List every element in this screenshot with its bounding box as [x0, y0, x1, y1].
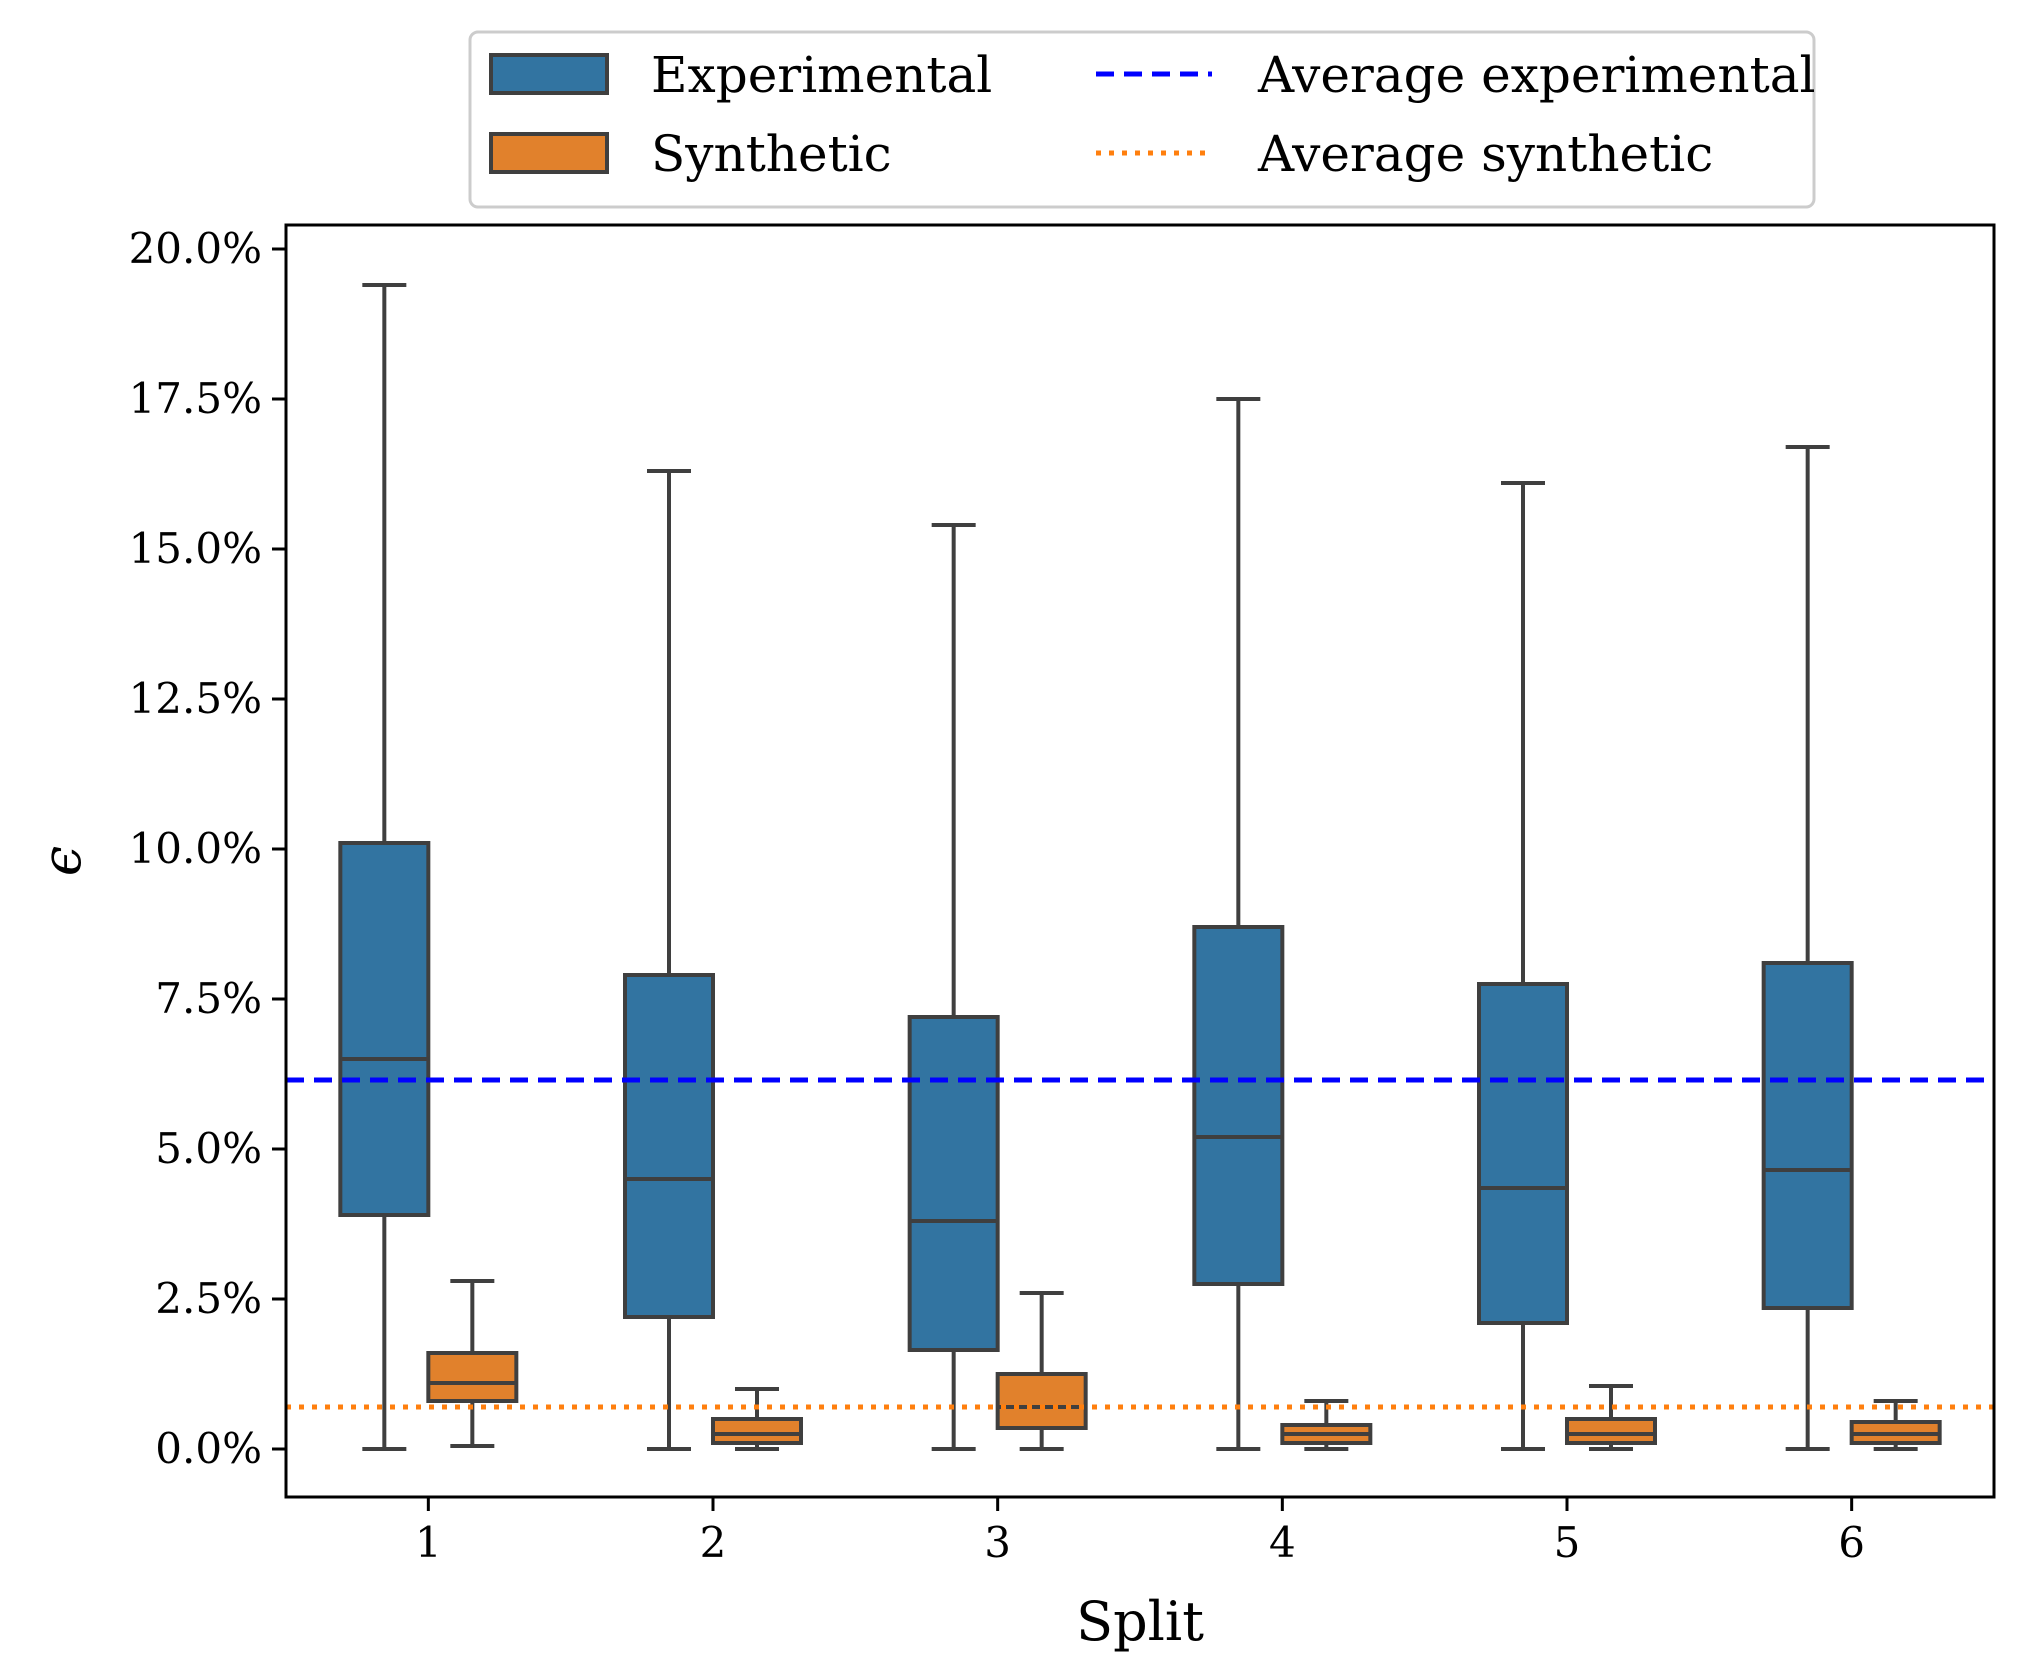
box-body [1192, 925, 1285, 1286]
legend-label-experimental: Experimental [651, 46, 992, 104]
box-body [338, 841, 431, 1217]
box-experimental-2 [623, 469, 715, 1451]
y-tick-label: 20.0% [129, 224, 262, 273]
box-synthetic-2 [711, 1387, 803, 1451]
legend-frame [468, 30, 1816, 209]
box-body [907, 1015, 1000, 1352]
y-tick-label: 7.5% [155, 974, 262, 1023]
box-synthetic-1 [426, 1279, 519, 1448]
box-experimental-6 [1761, 445, 1854, 1451]
reference-lines [286, 1077, 1994, 1410]
box-body [1761, 961, 1854, 1310]
legend-label-average-experimental: Average experimental [1257, 46, 1816, 104]
x-tick-label: 2 [700, 1518, 727, 1567]
box-experimental-3 [907, 523, 1000, 1451]
y-tick-label: 5.0% [155, 1124, 262, 1173]
legend: Experimental Synthetic Average experimen… [468, 30, 1816, 209]
box-synthetic-3 [995, 1291, 1088, 1451]
x-axis: 1 2 3 4 5 6 [415, 1497, 1865, 1567]
box-experimental-4 [1192, 397, 1285, 1451]
y-tick-label: 15.0% [129, 524, 262, 573]
x-tick-label: 3 [984, 1518, 1011, 1567]
box-body [1477, 982, 1569, 1325]
axes-frame [284, 223, 1996, 1499]
x-axis-label: Split [1076, 1590, 1204, 1653]
box-synthetic-6 [1849, 1399, 1942, 1451]
legend-swatch-synthetic [489, 132, 609, 174]
box-experimental-1 [338, 283, 431, 1451]
box-body [1565, 1417, 1657, 1445]
box-body [995, 1372, 1088, 1430]
box-body [426, 1351, 519, 1403]
box-experimental-5 [1477, 481, 1569, 1451]
y-tick-label: 17.5% [129, 374, 262, 423]
y-tick-label: 2.5% [155, 1274, 262, 1323]
y-axis: 0.0% 2.5% 5.0% 7.5% 10.0% 12.5% 15.0% 17.5% 20.0… [129, 224, 286, 1473]
y-tick-label: 12.5% [129, 674, 262, 723]
x-tick-label: 5 [1554, 1518, 1581, 1567]
x-tick-label: 4 [1269, 1518, 1296, 1567]
y-axis-label: ϵ [30, 846, 93, 876]
plot-area [338, 283, 1942, 1451]
legend-label-average-synthetic: Average synthetic [1257, 125, 1713, 183]
box-synthetic-4 [1280, 1399, 1373, 1451]
legend-label-synthetic: Synthetic [651, 125, 892, 183]
box-synthetic-5 [1565, 1384, 1657, 1451]
y-tick-label: 10.0% [129, 824, 262, 873]
x-tick-label: 6 [1838, 1518, 1865, 1567]
box-body [711, 1417, 803, 1445]
legend-swatch-experimental [489, 53, 609, 95]
y-tick-label: 0.0% [155, 1424, 262, 1473]
x-tick-label: 1 [415, 1518, 442, 1567]
box-body [623, 973, 715, 1319]
